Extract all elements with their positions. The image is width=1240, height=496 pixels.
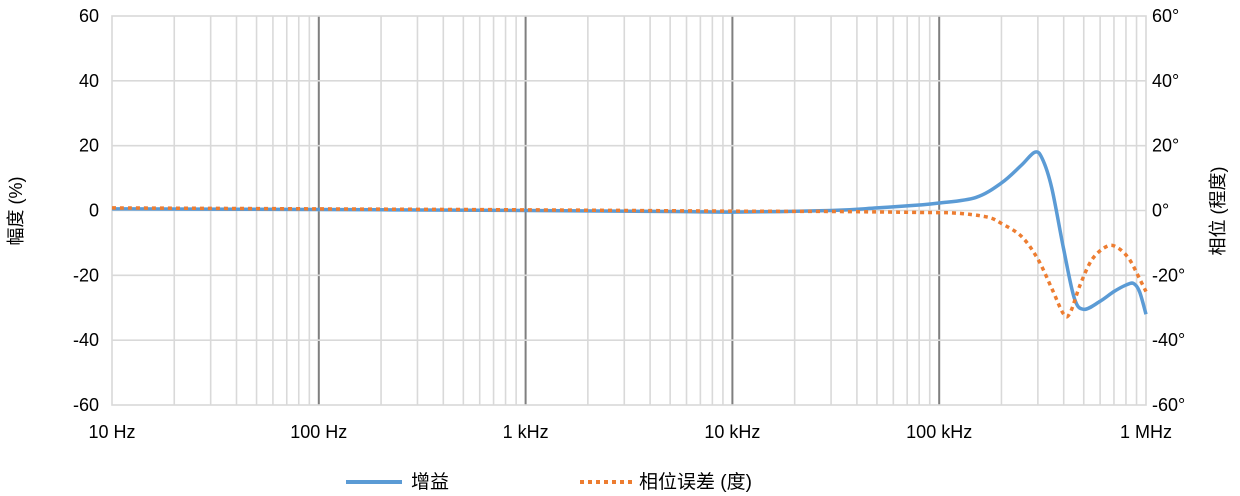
series-group [111, 150, 1148, 319]
y-left-tick-label: 20 [79, 136, 99, 156]
y-left-tick-label: -20 [73, 265, 99, 285]
x-tick-label: 1 kHz [503, 422, 549, 442]
series-line-gain [111, 150, 1148, 315]
y-left-tick-label: 60 [79, 6, 99, 26]
x-tick-label: 1 MHz [1120, 422, 1172, 442]
y-left-axis-title: 幅度 (%) [6, 177, 26, 246]
legend-label-gain: 增益 [411, 471, 449, 493]
x-tick-label: 10 kHz [704, 422, 760, 442]
x-tick-label: 10 Hz [88, 422, 135, 442]
y-right-tick-label: 60° [1152, 6, 1179, 26]
y-left-tick-label: 0 [89, 201, 99, 221]
x-tick-label: 100 kHz [906, 422, 972, 442]
y-left-tick-label: -60 [73, 395, 99, 415]
y-right-tick-label: 40° [1152, 71, 1179, 91]
legend: 增益 相位误差 (度) [346, 471, 752, 493]
series-line-phase-error [111, 206, 1148, 319]
y-right-tick-label: -40° [1152, 330, 1185, 350]
y-left-tick-label: 40 [79, 71, 99, 91]
x-tick-label: 100 Hz [290, 422, 347, 442]
y-right-axis-title: 相位 (程度) [1208, 167, 1228, 256]
y-right-tick-label: -20° [1152, 265, 1185, 285]
y-right-tick-label: 0° [1152, 201, 1169, 221]
legend-label-phase-error: 相位误差 (度) [639, 471, 752, 493]
y-right-tick-label: 20° [1152, 136, 1179, 156]
y-right-tick-label: -60° [1152, 395, 1185, 415]
tick-labels: 10 Hz 100 Hz 1 kHz 10 kHz 100 kHz 1 MHz 60 40 20… [73, 6, 1185, 442]
y-left-tick-label: -40 [73, 330, 99, 350]
